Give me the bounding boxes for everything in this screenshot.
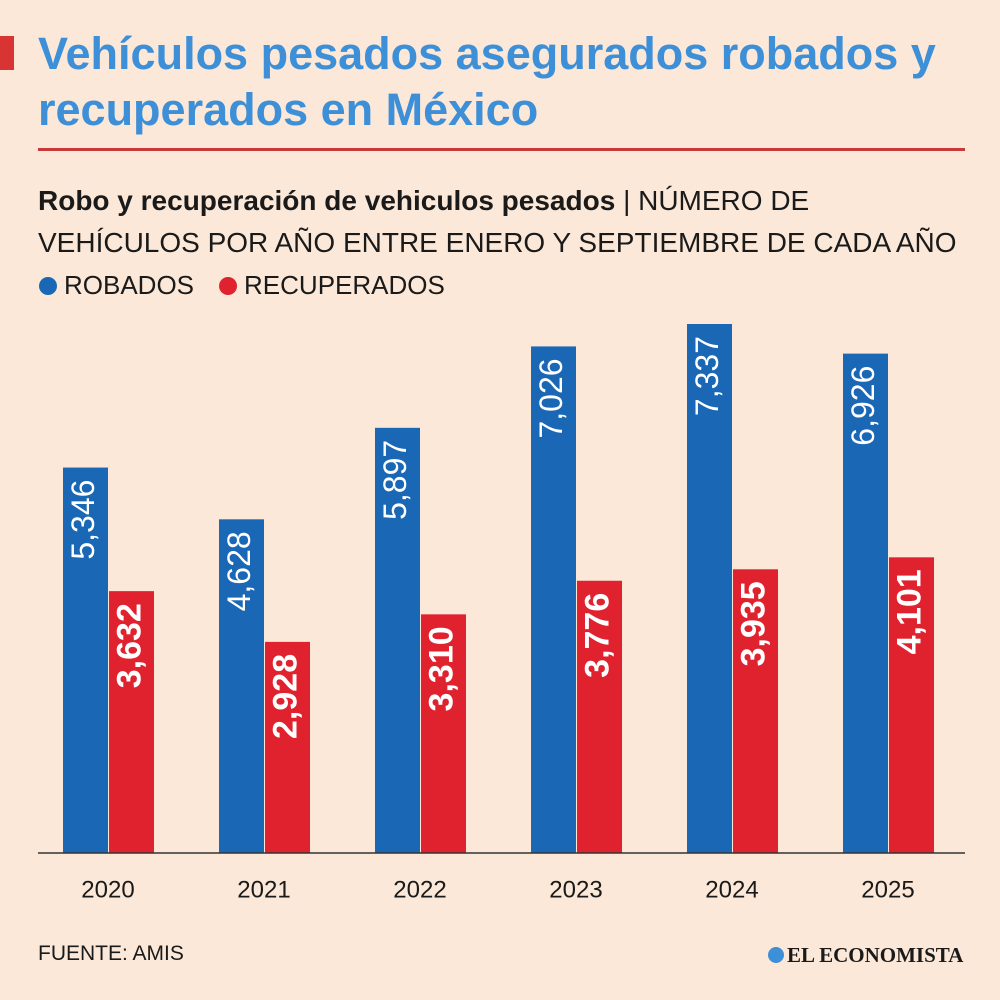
value-label: 2,928 [266,654,304,739]
x-tick-label: 2025 [861,876,914,903]
bar [843,353,888,853]
subtitle-text: | NÚMERO DE VEHÍCULOS POR AÑO ENTRE ENER… [38,185,957,258]
bar [219,519,264,853]
bar [421,614,466,853]
chart-title: Vehículos pesados asegurados robados y r… [38,28,936,135]
bar [375,427,420,853]
bar [889,557,934,853]
value-label: 7,026 [533,358,569,438]
x-tick-label: 2022 [393,876,446,903]
value-label: 3,310 [422,626,460,711]
title-marker [0,36,14,70]
value-label: 3,632 [110,603,148,688]
legend-marker [39,277,57,295]
value-label: 7,337 [689,336,725,416]
bar [531,346,576,853]
bar [63,467,108,853]
bar [265,641,310,853]
bar [577,580,622,853]
value-label: 3,776 [578,593,616,678]
legend-label: RECUPERADOS [244,270,445,300]
value-label: 6,926 [845,366,881,446]
source: FUENTE: AMIS [38,942,184,965]
x-tick-label: 2021 [237,876,290,903]
value-label: 5,346 [65,480,101,560]
legend-label: ROBADOS [64,270,194,300]
bar [109,591,154,853]
value-label: 3,935 [734,581,772,666]
brand-text: EL ECONOMISTA [787,943,964,967]
subtitle-bold: Robo y recuperación de vehiculos pesados [38,185,616,216]
legend-marker [219,277,238,295]
value-label: 4,101 [890,569,928,654]
x-tick-label: 2023 [549,876,602,903]
subtitle: Robo y recuperación de vehiculos pesados… [38,180,978,264]
x-tick-label: 2020 [81,876,134,903]
rule [38,148,965,151]
bar [733,569,778,853]
x-tick-label: 2024 [705,876,758,903]
brand-icon [768,947,784,963]
bar [687,324,732,853]
value-label: 4,628 [221,531,257,611]
value-label: 5,897 [377,440,413,520]
brand: EL ECONOMISTA [768,943,963,968]
